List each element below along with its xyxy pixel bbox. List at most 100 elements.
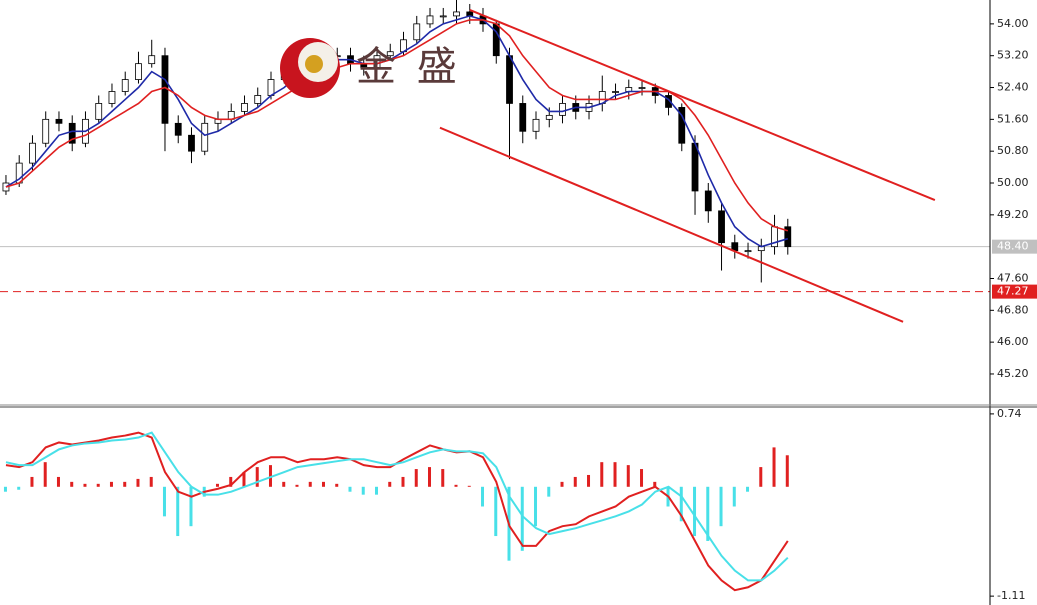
- price-label-bg: [992, 284, 1037, 299]
- histogram-bar: [560, 481, 564, 487]
- y-tick-label: 0.74: [997, 407, 1022, 420]
- candle-body: [744, 250, 752, 253]
- candle-body: [784, 226, 792, 248]
- candle-body: [718, 210, 725, 244]
- histogram-bar: [573, 476, 577, 487]
- histogram-bar: [109, 481, 113, 487]
- histogram-bar: [428, 467, 432, 487]
- histogram-bar: [96, 483, 100, 487]
- candle-body: [108, 91, 116, 104]
- histogram-bar: [746, 486, 750, 492]
- candle-body: [95, 103, 103, 120]
- histogram-bar: [268, 465, 272, 487]
- histogram-bar: [374, 486, 378, 495]
- candle-body: [545, 114, 553, 120]
- moving-average: [5, 15, 789, 248]
- candle-body: [135, 63, 142, 80]
- histogram-bar: [255, 467, 259, 487]
- histogram-bar: [481, 486, 485, 507]
- candle-body: [201, 122, 209, 152]
- histogram-bar: [3, 486, 7, 492]
- candle-body: [42, 118, 50, 144]
- moving-average: [5, 19, 789, 232]
- histogram-bar: [70, 481, 74, 487]
- histogram-bar: [520, 486, 524, 551]
- histogram-bar: [43, 462, 47, 487]
- candle-body: [68, 122, 76, 144]
- histogram-bar: [123, 481, 127, 487]
- histogram-bar: [83, 483, 87, 487]
- y-tick-label: 54.00: [997, 17, 1029, 30]
- histogram-bar: [613, 462, 617, 487]
- candle-body: [453, 11, 460, 17]
- y-tick-label: 49.20: [997, 208, 1029, 221]
- macd-line: [5, 431, 789, 582]
- candle-body: [506, 55, 513, 104]
- trendline: [439, 126, 904, 323]
- price-label: 48.40: [997, 240, 1029, 253]
- histogram-bar: [162, 486, 166, 517]
- histogram-bar: [136, 478, 140, 487]
- histogram-bar: [189, 486, 193, 527]
- histogram-bar: [706, 486, 710, 541]
- logo: 金 盛: [280, 38, 461, 98]
- histogram-bar: [534, 486, 538, 527]
- histogram-bar: [56, 476, 60, 487]
- histogram-bar: [295, 484, 299, 487]
- candle-body: [386, 51, 394, 57]
- histogram-bar: [494, 486, 498, 537]
- histogram-bar: [388, 481, 392, 487]
- histogram-bar: [17, 486, 21, 490]
- candle-body: [704, 190, 712, 212]
- histogram-bar: [282, 481, 286, 487]
- histogram-bar: [653, 481, 657, 487]
- histogram-bar: [414, 469, 418, 487]
- candle-body: [148, 55, 156, 65]
- histogram-bar: [335, 483, 339, 487]
- candle-body: [439, 15, 447, 18]
- candle-body: [532, 118, 540, 132]
- histogram-bar: [640, 469, 644, 487]
- candle-body: [373, 55, 381, 69]
- candle-body: [559, 103, 566, 116]
- candle-body: [691, 142, 699, 192]
- y-tick-label: 53.20: [997, 49, 1029, 62]
- histogram-bar: [626, 465, 630, 487]
- histogram-bar: [215, 483, 219, 487]
- y-tick-label: 46.00: [997, 335, 1029, 348]
- histogram-bar: [719, 486, 723, 527]
- histogram-bar: [587, 474, 591, 487]
- candle-body: [29, 142, 36, 164]
- y-tick-label: 52.40: [997, 81, 1029, 94]
- candle-body: [665, 95, 672, 108]
- candle-body: [612, 91, 619, 93]
- histogram-bar: [785, 455, 789, 487]
- histogram-bar: [547, 486, 551, 497]
- candle-body: [174, 122, 182, 136]
- candle-body: [241, 103, 248, 112]
- candle-body: [254, 95, 262, 104]
- candle-body: [519, 103, 527, 132]
- histogram-bar: [693, 486, 697, 537]
- histogram-bar: [242, 472, 246, 487]
- histogram-bar: [348, 486, 352, 492]
- histogram-bar: [772, 447, 776, 487]
- price-label-bg: [992, 239, 1037, 254]
- candle-body: [492, 23, 500, 57]
- histogram-bar: [679, 486, 683, 522]
- y-tick-label: 50.00: [997, 176, 1029, 189]
- y-tick-label: 46.80: [997, 303, 1029, 316]
- histogram-bar: [321, 481, 325, 487]
- histogram-bar: [732, 486, 736, 507]
- candle-body: [121, 79, 129, 92]
- price-label: 47.27: [997, 285, 1029, 298]
- candle-body: [188, 134, 195, 152]
- y-tick-label: 50.80: [997, 144, 1029, 157]
- candle-body: [426, 15, 434, 25]
- histogram-bar: [759, 467, 763, 487]
- logo-text: 金 盛: [356, 44, 461, 90]
- histogram-bar: [176, 486, 180, 537]
- y-tick-label: 51.60: [997, 112, 1029, 125]
- trendline: [469, 9, 936, 202]
